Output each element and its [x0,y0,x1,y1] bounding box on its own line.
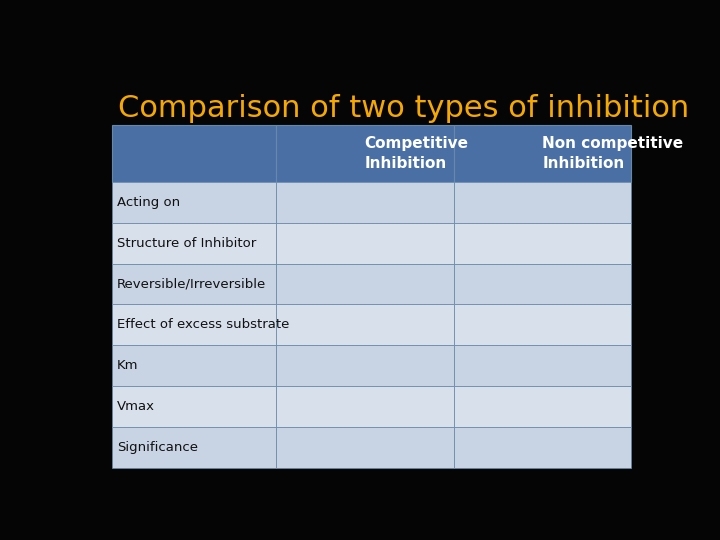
FancyBboxPatch shape [112,125,276,181]
FancyBboxPatch shape [112,264,276,305]
Text: Non competitive
Inhibition: Non competitive Inhibition [542,136,683,171]
FancyBboxPatch shape [112,222,276,264]
FancyBboxPatch shape [276,181,454,222]
FancyBboxPatch shape [454,181,631,222]
FancyBboxPatch shape [112,427,276,468]
Text: Acting on: Acting on [117,195,180,208]
FancyBboxPatch shape [276,222,454,264]
Text: Structure of Inhibitor: Structure of Inhibitor [117,237,256,249]
FancyBboxPatch shape [276,386,454,427]
FancyBboxPatch shape [112,386,276,427]
FancyBboxPatch shape [112,305,276,346]
Text: Competitive
Inhibition: Competitive Inhibition [364,136,469,171]
FancyBboxPatch shape [454,125,631,181]
FancyBboxPatch shape [276,125,454,181]
Text: Significance: Significance [117,441,198,454]
FancyBboxPatch shape [454,386,631,427]
FancyBboxPatch shape [454,222,631,264]
FancyBboxPatch shape [112,346,276,386]
FancyBboxPatch shape [454,264,631,305]
FancyBboxPatch shape [276,305,454,346]
Text: Effect of excess substrate: Effect of excess substrate [117,319,289,332]
FancyBboxPatch shape [276,427,454,468]
FancyBboxPatch shape [276,264,454,305]
Text: Comparison of two types of inhibition: Comparison of two types of inhibition [118,94,689,123]
FancyBboxPatch shape [276,346,454,386]
FancyBboxPatch shape [112,181,276,222]
FancyBboxPatch shape [454,305,631,346]
FancyBboxPatch shape [454,346,631,386]
Text: Km: Km [117,359,138,372]
FancyBboxPatch shape [454,427,631,468]
Text: Reversible/Irreversible: Reversible/Irreversible [117,278,266,291]
Text: Vmax: Vmax [117,400,155,413]
